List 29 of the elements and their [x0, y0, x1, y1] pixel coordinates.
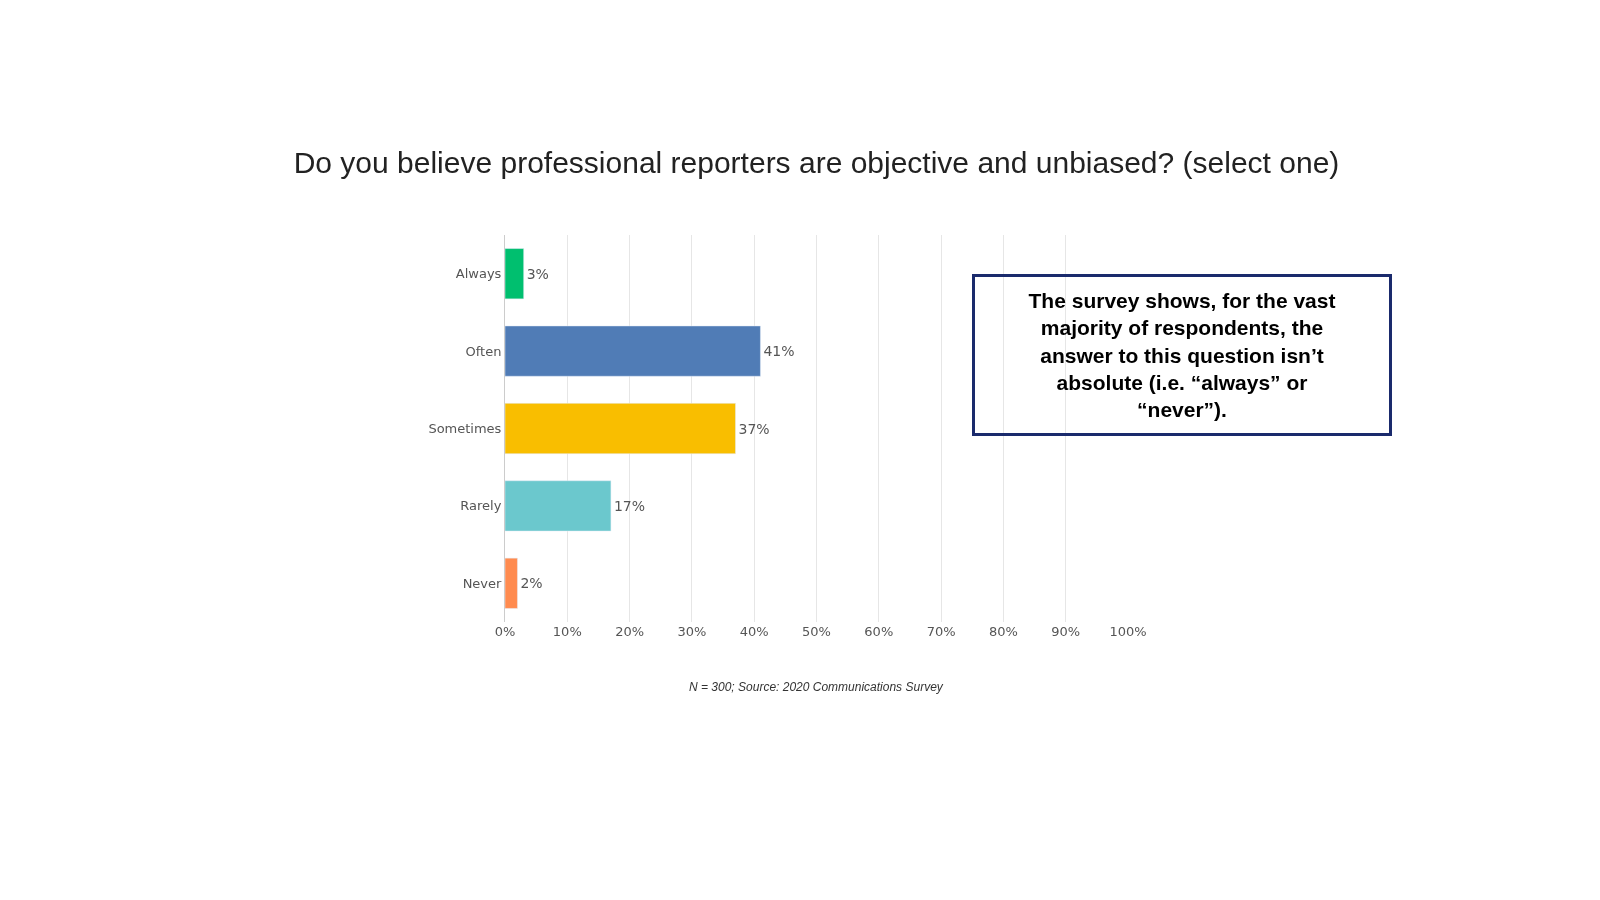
- y-tick-label: Always: [455, 266, 502, 282]
- x-tick-label: 0%: [494, 624, 516, 639]
- bar: [505, 557, 518, 609]
- x-tick-label: 20%: [615, 624, 645, 639]
- x-tick-label: 80%: [988, 624, 1018, 639]
- bar: [505, 480, 612, 532]
- y-tick-label: Rarely: [460, 498, 502, 514]
- x-tick-label: 40%: [739, 624, 769, 639]
- y-tick-label: Often: [465, 343, 502, 359]
- x-tick-label: 50%: [802, 624, 831, 639]
- bar: [505, 403, 736, 454]
- data-label: 2%: [520, 575, 543, 592]
- x-tick-label: 100%: [1109, 624, 1147, 639]
- y-tick-label: Sometimes: [428, 421, 502, 437]
- x-tick-label: 70%: [926, 624, 956, 639]
- data-label: 41%: [763, 343, 795, 360]
- y-tick-label: Never: [462, 575, 503, 591]
- data-label: 17%: [613, 497, 646, 514]
- x-tick-label: 10%: [552, 624, 582, 639]
- x-tick-label: 90%: [1051, 624, 1081, 639]
- x-tick-label: 30%: [677, 624, 707, 639]
- bar: [505, 248, 524, 300]
- data-label: 3%: [526, 265, 549, 282]
- text: N = 300; Source: 2020 Communications Survey: [689, 680, 944, 694]
- annotation: The survey shows, for the vast majority of respondents, the answer to this question isn’t absolute (i.e. “always” or “never”).: [1028, 289, 1336, 422]
- chart-title: Do you believe professional reporters are objective and unbiased? (select one): [293, 145, 1340, 179]
- data-label: 37%: [738, 420, 770, 437]
- bar: [505, 325, 761, 377]
- x-tick-label: 60%: [864, 624, 894, 639]
